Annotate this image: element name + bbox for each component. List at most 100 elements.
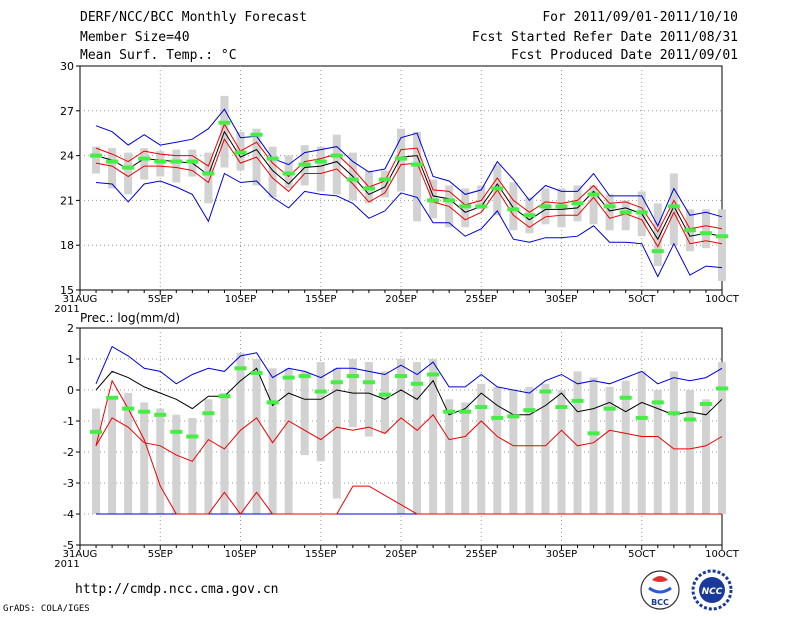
prec-y-tick-label: 1 xyxy=(67,353,74,366)
temp-x-tick-label: 5SEP xyxy=(148,294,173,305)
temp-median-marker xyxy=(619,210,632,215)
prec-box xyxy=(621,380,630,514)
prec-x-tick-label: 25SEP xyxy=(466,549,497,560)
ncc-logo-text: NCC xyxy=(702,587,723,597)
prec-y-tick-label: -1 xyxy=(63,415,74,428)
temp-box xyxy=(718,209,726,282)
prec-median-marker xyxy=(362,380,375,385)
prec-median-marker xyxy=(603,406,616,411)
prec-box xyxy=(413,362,422,514)
prec-median-marker xyxy=(154,412,167,417)
prec-box xyxy=(397,359,405,514)
prec-box xyxy=(268,368,277,514)
prec-median-marker xyxy=(330,380,343,385)
prec-box xyxy=(108,396,117,514)
prec-median-marker xyxy=(411,381,424,386)
temp-y-tick-label: 24 xyxy=(60,150,74,163)
prec-median-marker xyxy=(571,398,584,403)
prec-median-marker xyxy=(138,409,151,414)
prec-spread-high-line xyxy=(95,379,722,515)
prec-median-marker xyxy=(667,411,680,416)
temp-median-marker xyxy=(362,186,375,191)
temp-median-marker xyxy=(330,153,343,158)
started-date: Fcst Started Refer Date 2011/08/31 xyxy=(471,30,738,45)
temp-median-marker xyxy=(395,156,407,161)
temp-x-tick-label: 10SEP xyxy=(225,294,256,305)
prec-median-marker xyxy=(106,395,119,400)
temp-median-marker xyxy=(138,156,151,161)
prec-box xyxy=(140,402,149,514)
prec-median-marker xyxy=(539,389,552,394)
prec-median-marker xyxy=(202,411,215,416)
prec-median-marker xyxy=(122,406,135,411)
source-url[interactable]: http://cmdp.ncc.cma.gov.cn xyxy=(75,582,279,597)
temp-median-marker xyxy=(603,204,616,209)
prec-box xyxy=(220,393,229,514)
temp-median-marker xyxy=(154,159,167,164)
temp-box xyxy=(172,149,181,183)
prec-box xyxy=(188,417,197,514)
prec-x-tick-label: 20SEP xyxy=(385,549,416,560)
prec-spread-low-line xyxy=(95,414,723,462)
prec-y-tick-label: -5 xyxy=(63,539,74,552)
temp-median-marker xyxy=(106,159,119,164)
temp-median-marker xyxy=(218,120,231,125)
temp-box xyxy=(124,152,133,195)
prec-median-marker xyxy=(282,375,295,380)
temp-box xyxy=(605,194,614,231)
prec-median-marker xyxy=(378,392,391,397)
temp-median-marker xyxy=(266,156,279,161)
prec-mean-line xyxy=(95,367,723,416)
prec-median-marker xyxy=(443,409,456,414)
prec-median-marker xyxy=(555,405,568,410)
prec-median-marker xyxy=(186,434,199,439)
temp-median-marker xyxy=(378,177,391,182)
prec-box xyxy=(124,393,133,514)
prec-median-marker xyxy=(234,366,247,371)
temp-median-marker xyxy=(491,186,504,191)
bcc-logo-text: BCC xyxy=(651,598,669,607)
prec-x-tick-label: 31AUG xyxy=(63,549,98,560)
temp-median-marker xyxy=(411,162,424,167)
temp-median-marker xyxy=(683,228,696,233)
temp-x-tick-label: 10OCT xyxy=(705,294,740,305)
prec-box xyxy=(718,362,726,514)
temp-x-tick-label: 15SEP xyxy=(305,294,336,305)
prec-median-marker xyxy=(523,408,536,413)
prec-box xyxy=(364,362,373,437)
temp-median-marker xyxy=(507,207,520,212)
prec-box xyxy=(204,399,213,514)
temp-extreme-high-line xyxy=(95,108,723,227)
temp-y-tick-label: 27 xyxy=(60,105,74,118)
prec-median-marker xyxy=(218,394,231,399)
temp-median-marker xyxy=(555,204,568,209)
prec-box xyxy=(701,399,710,514)
temp-median-marker xyxy=(635,210,648,215)
temp-median-marker xyxy=(667,204,680,209)
prec-median-marker xyxy=(250,370,263,375)
prec-median-marker xyxy=(170,429,183,434)
temp-median-marker xyxy=(427,198,440,203)
temp-box xyxy=(653,203,662,267)
prec-x-tick-label: 30SEP xyxy=(546,549,577,560)
temp-box xyxy=(477,185,486,210)
prec-box xyxy=(653,390,662,514)
prec-box xyxy=(236,352,245,514)
temp-box xyxy=(316,146,325,192)
prec-x-tick-label: 15SEP xyxy=(305,549,336,560)
prec-extreme-high-line xyxy=(95,345,723,394)
prec-median-marker xyxy=(314,389,327,394)
prec-box xyxy=(637,371,646,514)
grads-credit: GrADS: COLA/IGES xyxy=(3,604,90,614)
prec-box xyxy=(252,359,261,514)
temp-box xyxy=(156,151,165,177)
temp-median-marker xyxy=(699,231,712,236)
variable-label: Mean Surf. Temp.: °C xyxy=(80,48,237,63)
prec-x-tick-label: 10OCT xyxy=(705,549,740,560)
temp-x-tick-label: 25SEP xyxy=(466,294,497,305)
prec-box xyxy=(669,371,678,514)
prec-x-tick-label: 5OCT xyxy=(628,549,656,560)
produced-date: Fcst Produced Date 2011/09/01 xyxy=(511,48,738,63)
prec-box xyxy=(525,386,534,514)
temp-box xyxy=(413,131,422,222)
